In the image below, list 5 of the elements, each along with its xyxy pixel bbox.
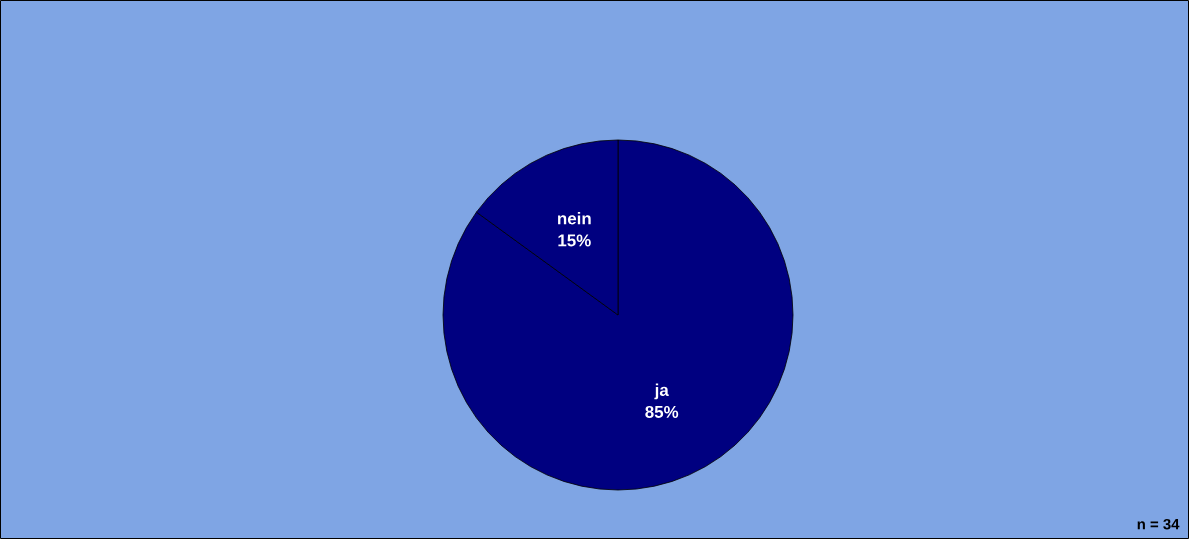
text: n = 34 — [1137, 518, 1180, 530]
slice-label: ja — [654, 383, 669, 400]
data-label: 85% — [645, 405, 679, 418]
slice-label: nein — [558, 212, 591, 225]
data-label: 15% — [558, 234, 591, 247]
